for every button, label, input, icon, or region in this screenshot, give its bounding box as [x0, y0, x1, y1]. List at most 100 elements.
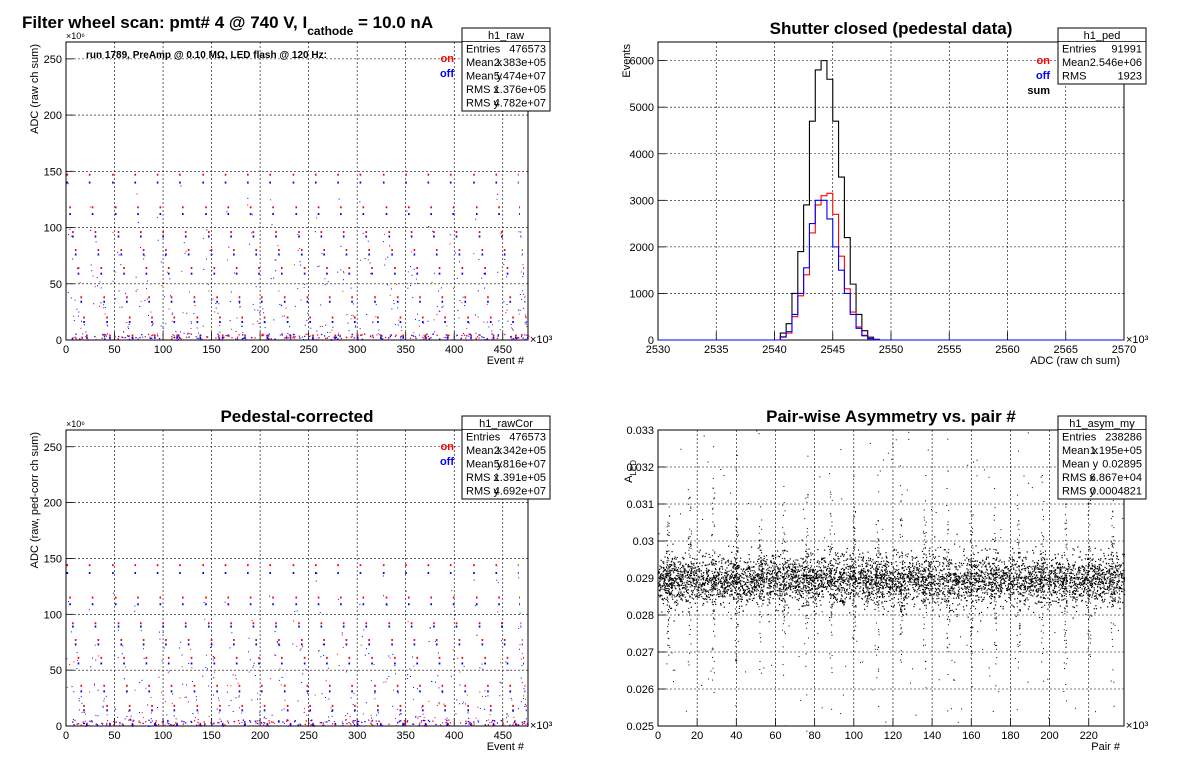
data-point-baseline [268, 333, 270, 335]
data-point-transition [179, 697, 181, 699]
data-point [963, 583, 965, 585]
data-point-baseline [244, 721, 246, 723]
data-point [859, 579, 861, 581]
data-point-transition [513, 716, 515, 718]
data-point [903, 579, 905, 581]
data-point [661, 586, 663, 588]
data-point [768, 621, 770, 623]
data-point-baseline [293, 720, 296, 723]
data-point-baseline [171, 338, 173, 340]
data-point-transition [505, 312, 507, 314]
data-point [742, 570, 744, 572]
data-point [802, 558, 804, 560]
data-point [924, 561, 926, 563]
data-point [684, 572, 686, 574]
data-point [743, 577, 745, 579]
data-point-baseline [76, 723, 78, 725]
data-point-transition [134, 689, 136, 691]
data-point-transition [81, 711, 83, 713]
data-point [957, 569, 959, 571]
data-point [683, 570, 686, 572]
data-point [866, 591, 868, 593]
data-point [706, 575, 709, 578]
data-point [792, 566, 794, 568]
data-point [779, 571, 781, 573]
data-point-transition [358, 725, 360, 727]
data-point-baseline [254, 337, 256, 339]
data-point [1072, 606, 1074, 608]
data-point-transition [397, 307, 399, 309]
data-point [728, 586, 730, 588]
data-point-transition [469, 339, 471, 341]
data-point-baseline [504, 333, 506, 336]
data-point-transition [413, 332, 415, 334]
data-point [1109, 581, 1111, 583]
data-point [970, 578, 973, 581]
data-point [899, 604, 901, 606]
data-point [947, 562, 949, 565]
data-point [794, 567, 797, 570]
data-point [994, 593, 996, 595]
data-point-transition [475, 314, 477, 316]
data-point-transition [507, 669, 509, 671]
data-point [1065, 576, 1067, 579]
data-point [957, 582, 960, 584]
data-point [1020, 600, 1022, 602]
data-point [798, 608, 800, 611]
data-point-transition [100, 287, 102, 289]
data-point [737, 550, 739, 552]
data-point-baseline [156, 335, 159, 337]
data-point-transition [147, 704, 149, 706]
data-point [881, 602, 883, 604]
data-point [696, 588, 698, 590]
data-point [1119, 586, 1122, 589]
data-point-transition [287, 725, 289, 727]
data-point-baseline [334, 724, 336, 726]
data-point-transition [274, 631, 276, 633]
data-point-baseline [521, 334, 523, 336]
data-point [732, 563, 734, 565]
data-point [1049, 577, 1051, 579]
data-point [782, 586, 785, 588]
data-point [808, 597, 810, 599]
data-point [1036, 588, 1038, 590]
data-point [746, 575, 748, 578]
data-point-transition [455, 713, 457, 715]
data-point-transition [234, 339, 236, 341]
data-point [865, 586, 867, 588]
data-point-baseline [287, 337, 289, 339]
data-point-transition [142, 336, 144, 338]
data-point-transition [73, 315, 75, 317]
data-point [700, 575, 702, 577]
data-point [797, 566, 799, 568]
data-point [921, 576, 923, 578]
data-point [1121, 588, 1123, 590]
data-point-baseline [243, 337, 245, 339]
data-point-baseline [227, 722, 230, 724]
data-point [911, 578, 913, 580]
data-point [849, 596, 852, 598]
data-point [778, 597, 780, 599]
data-point [1027, 570, 1030, 572]
data-point [991, 583, 993, 585]
data-point [1039, 616, 1041, 619]
data-point [834, 585, 836, 587]
data-point [768, 592, 770, 594]
data-point [759, 596, 761, 598]
data-point [912, 557, 914, 559]
data-point-baseline [190, 721, 193, 724]
x-axis-title: ADC (raw ch sum) [1030, 355, 1120, 367]
scatter-points [658, 420, 1126, 732]
data-point-transition [334, 338, 336, 340]
data-point-transition [174, 724, 176, 726]
data-point [698, 567, 700, 570]
data-point [1080, 583, 1082, 585]
data-point-transition [70, 235, 72, 237]
data-point [798, 563, 800, 565]
data-point [873, 589, 875, 592]
data-point [720, 595, 722, 597]
data-point [1066, 575, 1068, 577]
data-point [815, 603, 817, 605]
data-point-transition [359, 328, 361, 330]
data-point-transition [400, 713, 402, 715]
